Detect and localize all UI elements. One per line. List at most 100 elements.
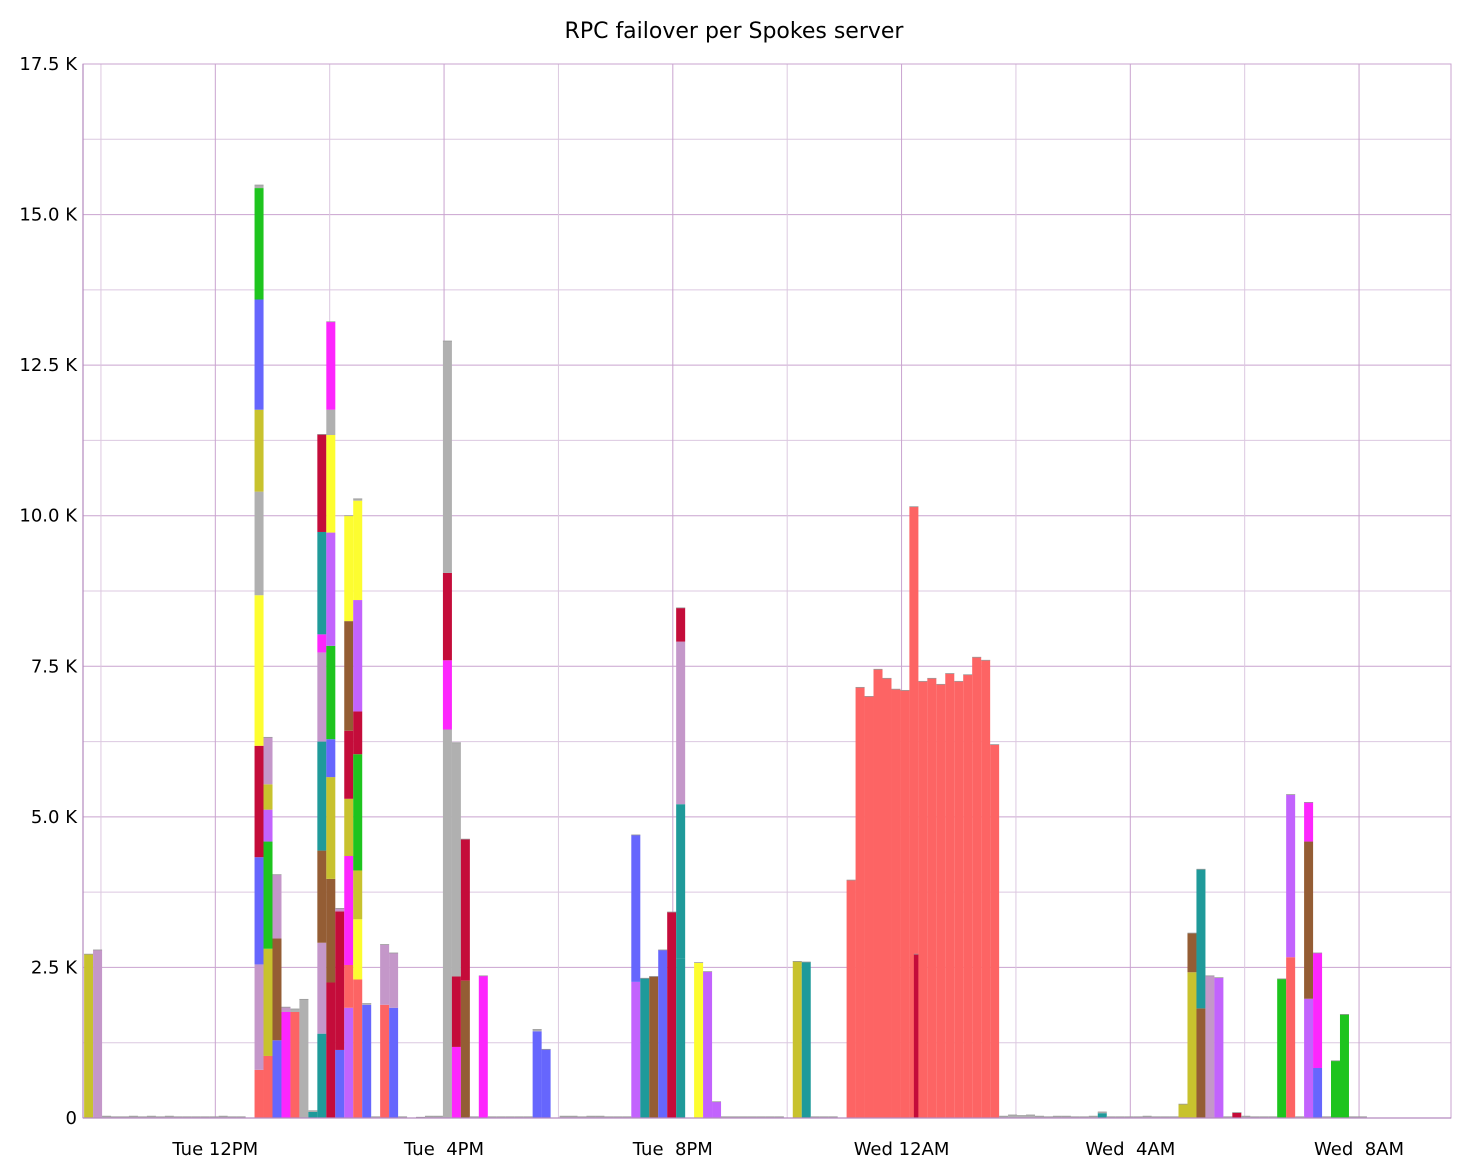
bar-segment xyxy=(362,1003,372,1005)
bar-segment xyxy=(254,857,264,965)
bar-segment xyxy=(1017,1115,1027,1118)
bar xyxy=(954,680,964,1118)
bar-segment xyxy=(272,874,282,939)
y-tick-label: 0 xyxy=(66,1108,77,1129)
bar-segment xyxy=(164,1116,174,1118)
bar xyxy=(999,1115,1009,1118)
bar-segment xyxy=(972,657,982,1118)
bar-segment xyxy=(218,1116,228,1118)
bar-segment xyxy=(254,1069,264,1118)
bar-segment xyxy=(1169,1116,1179,1118)
bar-segment xyxy=(1160,1116,1170,1118)
bar-segment xyxy=(281,1011,291,1118)
bar xyxy=(227,1116,237,1118)
bar xyxy=(93,949,103,1118)
bar-segment xyxy=(317,531,327,635)
bar-segment xyxy=(344,856,354,966)
bar-segment xyxy=(344,515,354,622)
bar xyxy=(900,689,910,1118)
bar-segment xyxy=(353,600,363,712)
bar-segment xyxy=(353,979,363,1118)
bar xyxy=(353,498,363,1118)
bar xyxy=(532,1029,542,1118)
bar-segment xyxy=(254,595,264,746)
bar-segment xyxy=(1214,977,1224,1118)
bar-segment xyxy=(1286,794,1296,958)
bar-segment xyxy=(882,678,892,1118)
bar xyxy=(1178,1103,1188,1118)
x-tick-label: Wed 4AM xyxy=(1085,1139,1175,1160)
bar-segment xyxy=(317,634,327,653)
bar xyxy=(891,688,901,1118)
bar xyxy=(523,1116,533,1118)
bar-segment xyxy=(1187,972,1197,1118)
bar xyxy=(1142,1115,1152,1118)
bar-segment xyxy=(1115,1116,1125,1118)
y-tick-label: 2.5 K xyxy=(31,957,78,978)
bar-segment xyxy=(909,506,919,1118)
bar-segment xyxy=(954,681,964,1118)
bar-segment xyxy=(290,1008,300,1012)
bar-segment xyxy=(1205,975,1215,1118)
bar-segment xyxy=(1304,841,1314,999)
bar xyxy=(774,1116,784,1118)
bar-segment xyxy=(254,299,264,410)
bar xyxy=(460,838,470,1118)
bar xyxy=(694,962,704,1118)
bar-segment xyxy=(344,1007,354,1118)
bar-segment xyxy=(442,660,452,730)
bar-segment xyxy=(514,1116,524,1118)
bar xyxy=(622,1116,632,1118)
bar-segment xyxy=(93,949,103,1118)
bar-segment xyxy=(676,641,686,805)
bar-segment xyxy=(254,185,264,189)
bar-segment xyxy=(326,739,336,778)
bar-segment xyxy=(523,1116,533,1118)
bar-segment xyxy=(945,673,955,1118)
bar-segment xyxy=(326,878,336,983)
bar xyxy=(1241,1115,1251,1118)
bar-segment xyxy=(658,949,668,1118)
bar xyxy=(433,1115,443,1118)
bar-segment xyxy=(765,1116,775,1118)
x-tick-label: Wed 8AM xyxy=(1314,1139,1404,1160)
bar-segment xyxy=(1241,1116,1251,1118)
bar-segment xyxy=(326,532,336,646)
bar-segment xyxy=(398,1116,408,1118)
bar-segment xyxy=(442,729,452,1118)
bar xyxy=(541,1048,551,1118)
bar-segment xyxy=(1348,1116,1358,1118)
bar xyxy=(1286,794,1296,1118)
bar xyxy=(703,971,713,1118)
bar-segment xyxy=(1196,869,1206,1009)
bar-segment xyxy=(263,1055,273,1118)
bar-segment xyxy=(936,684,946,1118)
chart-title: RPC failover per Spokes server xyxy=(565,19,905,44)
axes xyxy=(82,63,1452,1119)
bar-segment xyxy=(380,944,390,1005)
bar-segment xyxy=(676,607,686,642)
bar-segment xyxy=(541,1049,551,1118)
bar xyxy=(1223,1116,1233,1118)
bar-segment xyxy=(326,777,336,879)
bar xyxy=(209,1116,219,1118)
bar-segment xyxy=(900,690,910,1118)
bar xyxy=(1348,1116,1358,1118)
bar-segment xyxy=(353,919,363,980)
bar-segment xyxy=(729,1116,739,1118)
bar xyxy=(658,949,668,1118)
bar xyxy=(756,1116,766,1118)
bar xyxy=(1304,802,1314,1118)
bar-segment xyxy=(828,1116,838,1118)
bar-segment xyxy=(380,1004,390,1118)
bar xyxy=(738,1116,748,1118)
bar xyxy=(1052,1115,1062,1118)
bar-segment xyxy=(236,1116,246,1118)
bar xyxy=(389,952,399,1118)
bar-segment xyxy=(810,1116,820,1118)
bar-segment xyxy=(927,678,937,1118)
bar xyxy=(1043,1116,1053,1118)
bar xyxy=(1268,1116,1278,1118)
bar-segment xyxy=(1277,978,1287,1118)
bar-segment xyxy=(1187,933,1197,973)
